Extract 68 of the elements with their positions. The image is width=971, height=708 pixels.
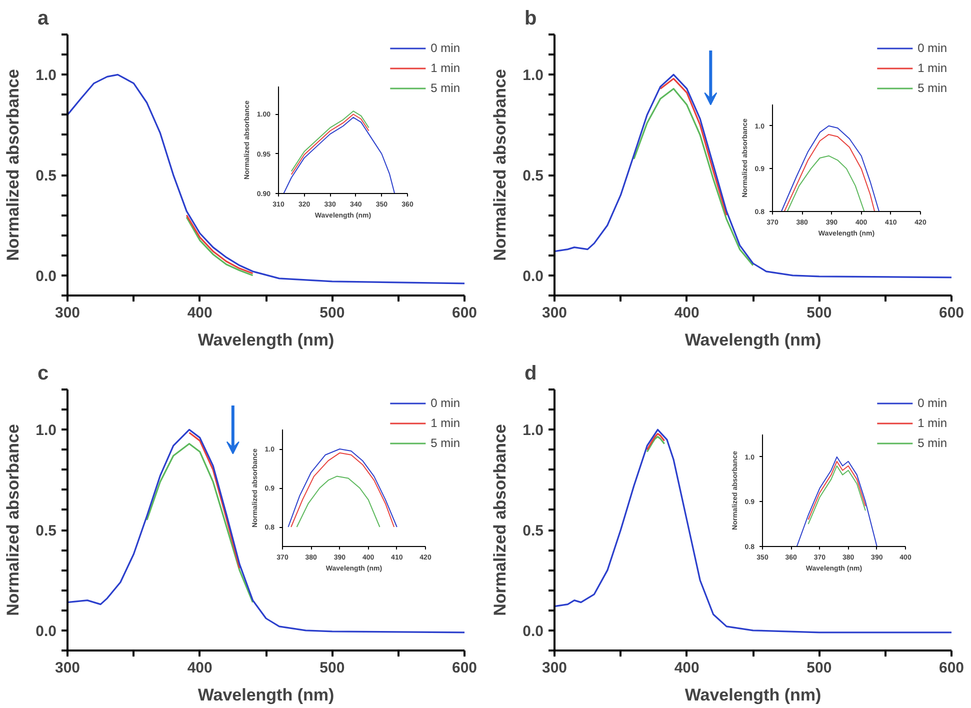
y-tick-label: 0.0 bbox=[36, 268, 57, 285]
legend-label: 0 min bbox=[918, 41, 947, 55]
x-tick-label: 400 bbox=[674, 660, 700, 676]
legend-label: 5 min bbox=[918, 436, 947, 450]
legend-label: 0 min bbox=[430, 396, 460, 410]
x-tick-label: 300 bbox=[542, 304, 568, 322]
legend-label: 0 min bbox=[918, 396, 947, 410]
line-series bbox=[660, 78, 728, 216]
line-series bbox=[188, 432, 240, 569]
line-series bbox=[146, 442, 254, 604]
line-series bbox=[554, 74, 952, 278]
line-series bbox=[786, 155, 865, 212]
x-tick-label: 600 bbox=[938, 660, 964, 676]
line-series bbox=[554, 428, 952, 634]
y-tick-label: 1.0 bbox=[522, 67, 544, 84]
legend-label: 5 min bbox=[430, 81, 460, 95]
y-axis-title: Normalized absorbance bbox=[490, 69, 510, 261]
line-series bbox=[633, 88, 754, 266]
x-tick-label: 600 bbox=[452, 304, 478, 322]
y-tick-label: 1.0 bbox=[522, 422, 544, 440]
line-series bbox=[646, 432, 666, 451]
x-tick-label: 500 bbox=[320, 304, 345, 322]
line-series bbox=[283, 116, 396, 194]
y-tick-label: 0.0 bbox=[36, 622, 57, 640]
x-tick-label: 300 bbox=[54, 660, 80, 676]
x-tick-label: 400 bbox=[187, 660, 212, 676]
y-tick-label: 0.0 bbox=[522, 622, 544, 640]
legend-label: 1 min bbox=[918, 61, 947, 75]
legend-label: 1 min bbox=[430, 416, 460, 430]
y-tick-label: 0.5 bbox=[522, 168, 544, 185]
x-axis-title: Wavelength (nm) bbox=[684, 686, 822, 704]
y-tick-label: 0.0 bbox=[522, 268, 544, 285]
legend-label: 1 min bbox=[918, 416, 947, 430]
legend-label: 1 min bbox=[430, 61, 460, 75]
line-series bbox=[784, 134, 876, 212]
line-series bbox=[296, 476, 380, 528]
x-tick-label: 500 bbox=[320, 660, 345, 676]
x-tick-label: 400 bbox=[187, 304, 212, 322]
chart-title: b bbox=[524, 8, 537, 30]
chart-title: a bbox=[38, 8, 50, 30]
x-tick-label: 400 bbox=[674, 304, 700, 322]
line-series bbox=[646, 436, 666, 453]
legend-label: 5 min bbox=[430, 436, 460, 450]
legend-label: 5 min bbox=[918, 81, 947, 95]
y-axis-title: Normalized absorbance bbox=[4, 69, 23, 261]
x-tick-label: 300 bbox=[542, 660, 568, 676]
y-tick-label: 0.5 bbox=[36, 168, 57, 185]
y-tick-label: 1.0 bbox=[36, 422, 57, 440]
x-tick-label: 500 bbox=[806, 304, 832, 322]
y-tick-label: 0.5 bbox=[522, 522, 544, 540]
x-tick-label: 600 bbox=[938, 304, 964, 322]
chart-title: c bbox=[38, 362, 49, 384]
line-series bbox=[68, 428, 464, 634]
legend-label: 0 min bbox=[430, 41, 460, 55]
x-axis-title: Wavelength (nm) bbox=[684, 330, 822, 350]
line-series bbox=[780, 125, 880, 212]
line-series bbox=[796, 456, 878, 546]
x-tick-label: 500 bbox=[806, 660, 832, 676]
x-axis-title: Wavelength (nm) bbox=[198, 686, 334, 704]
chart-title: d bbox=[524, 362, 537, 384]
y-tick-label: 1.0 bbox=[36, 67, 57, 84]
x-axis-title: Wavelength (nm) bbox=[198, 330, 334, 350]
y-axis-title: Normalized absorbance bbox=[4, 424, 23, 616]
line-series bbox=[68, 74, 464, 284]
x-tick-label: 300 bbox=[54, 304, 80, 322]
y-axis-title: Normalized absorbance bbox=[490, 424, 510, 616]
y-tick-label: 0.5 bbox=[36, 522, 57, 540]
x-tick-label: 600 bbox=[452, 660, 478, 676]
